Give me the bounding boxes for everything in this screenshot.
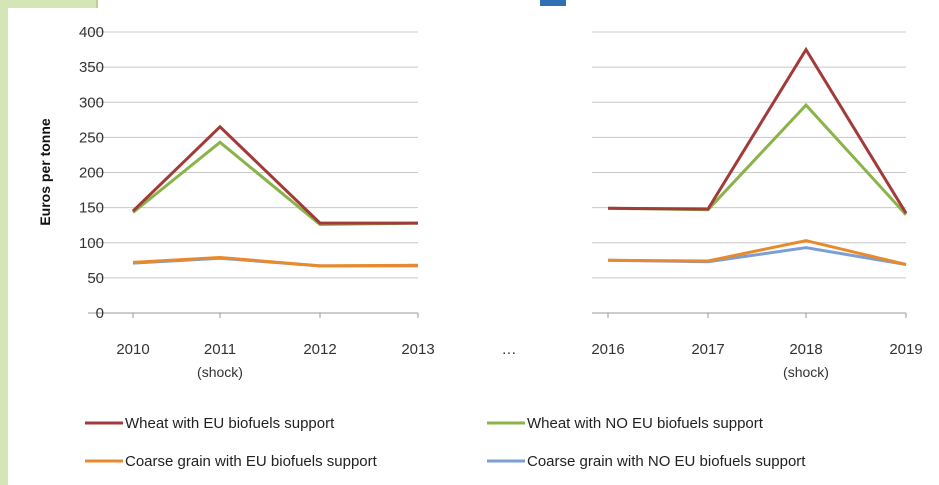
x-tick-label: 2017 [691, 341, 724, 358]
legend-label: Wheat with NO EU biofuels support [527, 415, 764, 432]
y-tick-label: 0 [96, 305, 104, 322]
x-tick-label: 2011 [204, 341, 236, 358]
y-tick-label: 200 [79, 165, 104, 182]
x-tick-sublabel: (shock) [783, 364, 829, 380]
y-tick-label: 50 [87, 270, 104, 287]
y-tick-label: 300 [79, 94, 104, 111]
legend-label: Coarse grain with NO EU biofuels support [527, 453, 806, 470]
x-tick-label: 2018 [789, 341, 822, 358]
grid-right-panel [592, 31, 907, 318]
axis-separator-label: … [502, 341, 517, 358]
y-tick-label: 350 [79, 59, 104, 76]
legend-label: Wheat with EU biofuels support [125, 415, 335, 432]
x-tick-label: 2016 [591, 341, 624, 358]
x-tick-label: 2010 [116, 341, 149, 358]
x-axis-ticks: 2010 2011 (shock) 2012 2013 2016 2017 2018 (shoc… [116, 341, 922, 380]
series-line-left-1 [132, 140, 419, 227]
y-tick-label: 150 [79, 200, 104, 217]
x-tick-label: 2012 [303, 341, 336, 358]
x-tick-label: 2019 [889, 341, 922, 358]
series-line-right-0 [607, 46, 908, 214]
x-tick-label: 2013 [401, 341, 434, 358]
y-tick-label: 100 [79, 235, 104, 252]
decorative-corner-tab [0, 0, 98, 8]
y-axis-ticks: 0 50 100 150 200 250 300 350 400 [79, 24, 104, 322]
y-axis-label: Euros per tonne [37, 118, 53, 226]
legend-label: Coarse grain with EU biofuels support [125, 453, 378, 470]
series-line-right-1 [607, 102, 908, 216]
series-line-left-0 [131, 124, 418, 225]
y-tick-label: 250 [79, 129, 104, 146]
y-tick-label: 400 [79, 24, 104, 41]
series-lines [131, 46, 908, 268]
series-line-right-2 [607, 239, 907, 266]
decorative-left-strip [0, 0, 8, 485]
x-tick-sublabel: (shock) [197, 364, 243, 380]
decorative-title-fragment [540, 0, 566, 6]
legend: Wheat with EU biofuels support Wheat with… [85, 415, 806, 470]
grid-left-panel [88, 31, 419, 318]
series-line-left-2 [132, 255, 419, 268]
